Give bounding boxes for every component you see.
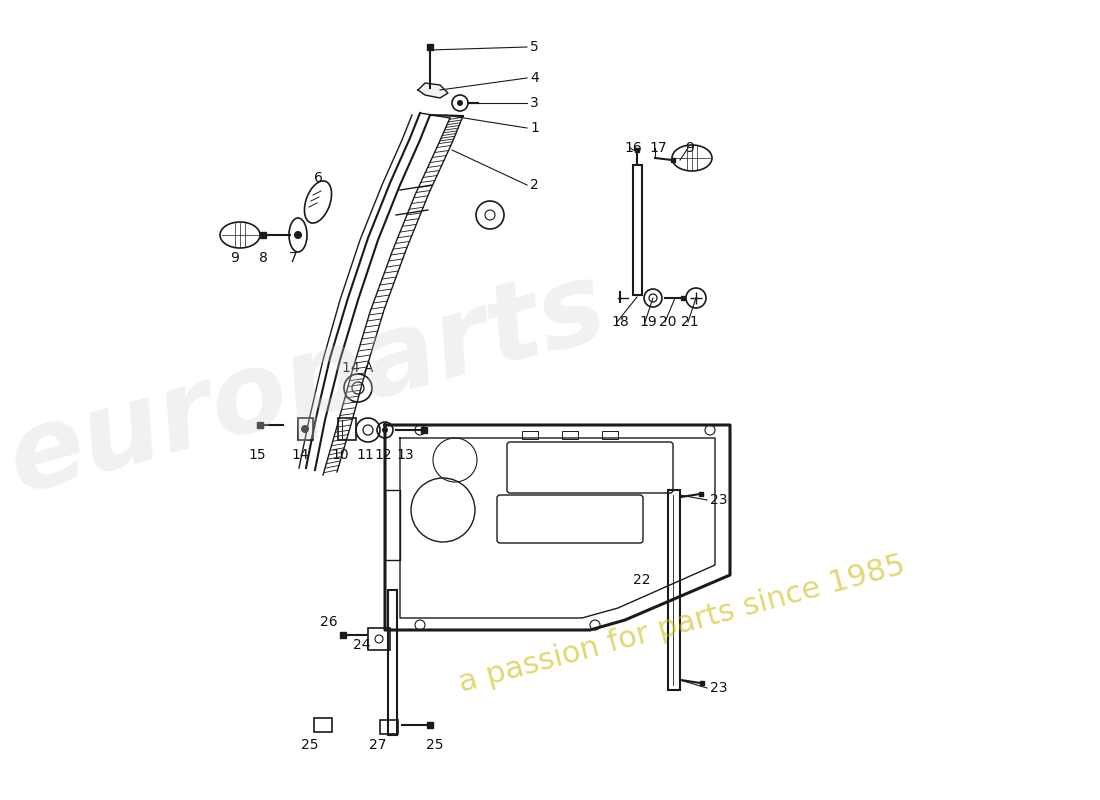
Text: 9: 9	[231, 251, 240, 265]
Text: 1: 1	[530, 121, 539, 135]
Text: 8: 8	[258, 251, 267, 265]
Text: 17: 17	[649, 141, 667, 155]
Text: 27: 27	[370, 738, 387, 752]
Text: 21: 21	[681, 315, 698, 329]
Text: 25: 25	[301, 738, 319, 752]
Text: 24: 24	[352, 638, 370, 652]
Text: 2: 2	[530, 178, 539, 192]
Text: 16: 16	[624, 141, 642, 155]
Text: 19: 19	[639, 315, 657, 329]
Text: 4: 4	[530, 71, 539, 85]
Text: 13: 13	[396, 448, 414, 462]
Text: 22: 22	[632, 573, 650, 587]
Text: 26: 26	[320, 615, 338, 629]
Text: 11: 11	[356, 448, 374, 462]
Text: 10: 10	[331, 448, 349, 462]
Polygon shape	[418, 83, 448, 98]
Circle shape	[382, 427, 388, 433]
Circle shape	[301, 425, 309, 433]
Text: 7: 7	[288, 251, 297, 265]
Text: 14: 14	[292, 448, 309, 462]
Text: 5: 5	[530, 40, 539, 54]
Text: 23: 23	[710, 681, 727, 695]
Circle shape	[456, 100, 463, 106]
Text: 9: 9	[685, 141, 694, 155]
Text: 23: 23	[710, 493, 727, 507]
Circle shape	[294, 231, 302, 239]
Text: 6: 6	[314, 171, 322, 185]
Text: 12: 12	[374, 448, 392, 462]
Text: europarts: europarts	[0, 253, 618, 515]
Text: 20: 20	[659, 315, 676, 329]
Text: 18: 18	[612, 315, 629, 329]
Text: 14 A: 14 A	[342, 361, 374, 375]
Text: 3: 3	[530, 96, 539, 110]
Text: a passion for parts since 1985: a passion for parts since 1985	[455, 550, 909, 698]
Text: 25: 25	[427, 738, 443, 752]
Text: 15: 15	[249, 448, 266, 462]
